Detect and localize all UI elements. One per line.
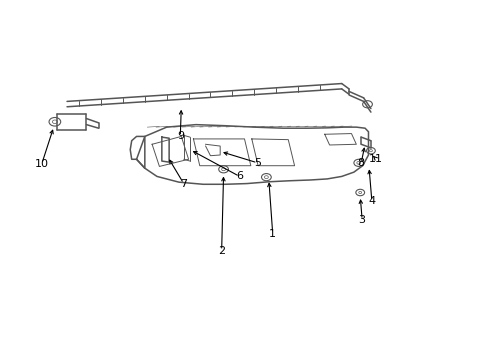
Text: 7: 7	[180, 179, 187, 189]
Text: 6: 6	[236, 171, 243, 181]
Text: 9: 9	[176, 131, 183, 141]
Text: 4: 4	[367, 197, 375, 206]
Text: 3: 3	[358, 215, 365, 225]
Text: 1: 1	[269, 229, 276, 239]
Text: 11: 11	[368, 154, 382, 163]
Text: 8: 8	[357, 158, 364, 168]
Text: 10: 10	[35, 159, 49, 169]
Text: 2: 2	[218, 246, 225, 256]
Text: 5: 5	[254, 158, 261, 168]
